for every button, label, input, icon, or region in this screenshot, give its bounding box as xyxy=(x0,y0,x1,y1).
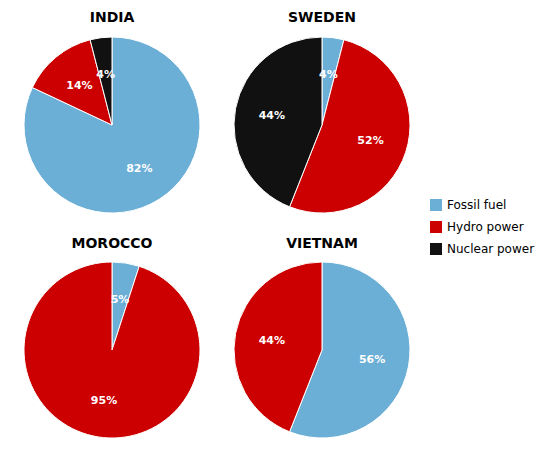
chart-root: INDIA 82% 14% 4% Fossil fuel Hydro power Nucle… xyxy=(0,0,556,458)
chart-title: MOROCCO xyxy=(72,235,153,251)
legend-swatch xyxy=(430,243,442,255)
data-label: 5% xyxy=(111,293,130,306)
data-label: 52% xyxy=(357,134,383,147)
pie-panel: INDIA 82% 14% 4% xyxy=(24,9,200,213)
pie-slice xyxy=(234,37,322,207)
chart-title: INDIA xyxy=(90,9,135,25)
pie-panel: VIETNAM 56% 44% xyxy=(234,235,410,438)
legend-label: Nuclear power xyxy=(447,242,534,256)
pie-slice xyxy=(90,37,112,125)
slices xyxy=(234,37,410,213)
data-labels: 5% 95% xyxy=(91,293,129,407)
data-label: 95% xyxy=(91,394,117,407)
legend-swatch xyxy=(430,199,442,211)
chart-title: SWEDEN xyxy=(288,9,356,25)
pie-slice xyxy=(24,262,200,438)
pie-panel: SWEDEN 4% 52% 44% xyxy=(234,9,410,213)
chart-title: VIETNAM xyxy=(286,235,358,251)
slices xyxy=(24,37,200,213)
pie-panel: MOROCCO 5% 95% xyxy=(24,235,200,438)
data-label: 14% xyxy=(66,79,92,92)
pie-slice xyxy=(234,262,322,432)
legend-swatch xyxy=(430,221,442,233)
pie-slice xyxy=(24,37,200,213)
data-label: 4% xyxy=(319,68,338,81)
data-labels: 56% 44% xyxy=(259,334,386,366)
data-label: 4% xyxy=(96,68,115,81)
data-label: 44% xyxy=(259,334,285,347)
legend-label: Fossil fuel xyxy=(447,198,506,212)
legend: Fossil fuel Hydro power Nuclear power xyxy=(430,198,534,256)
legend-item: Nuclear power xyxy=(430,242,534,256)
slices xyxy=(24,262,200,438)
slices xyxy=(234,262,410,438)
legend-label: Hydro power xyxy=(447,220,524,234)
data-label: 56% xyxy=(359,353,385,366)
data-label: 44% xyxy=(259,109,285,122)
legend-item: Fossil fuel xyxy=(430,198,506,212)
data-labels: 82% 14% 4% xyxy=(66,68,152,175)
legend-item: Hydro power xyxy=(430,220,524,234)
data-label: 82% xyxy=(126,162,152,175)
data-labels: 4% 52% 44% xyxy=(259,68,384,147)
